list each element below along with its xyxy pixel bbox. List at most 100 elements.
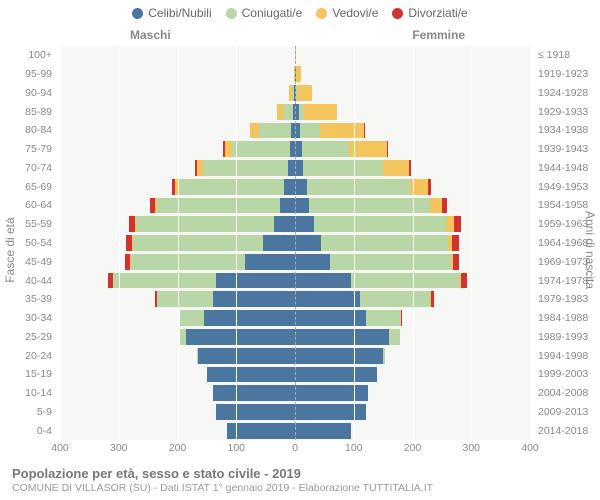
y-tick-age: 0-4 bbox=[37, 425, 52, 436]
bar-segment bbox=[297, 85, 312, 101]
bar-segment bbox=[302, 141, 349, 157]
legend-label: Coniugati/e bbox=[242, 6, 303, 20]
bar-segment bbox=[295, 423, 351, 439]
legend-label: Divorziati/e bbox=[408, 6, 467, 20]
center-line bbox=[295, 46, 296, 440]
x-gridline bbox=[178, 46, 179, 440]
x-gridline bbox=[471, 46, 472, 440]
bar-segment bbox=[303, 160, 382, 176]
plot-bg bbox=[60, 46, 530, 440]
bar-segment bbox=[320, 123, 364, 139]
y-tick-age: 100+ bbox=[28, 50, 52, 61]
bar-segment bbox=[288, 160, 295, 176]
bar-segment bbox=[295, 273, 351, 289]
legend-label: Celibi/Nubili bbox=[148, 6, 211, 20]
bar-segment bbox=[133, 235, 262, 251]
y-tick-age: 70-74 bbox=[25, 163, 52, 174]
bar-segment bbox=[349, 141, 387, 157]
y-tick-birth: 1954-1958 bbox=[538, 200, 588, 211]
bar-segment bbox=[157, 291, 213, 307]
y-tick-age: 65-69 bbox=[25, 181, 52, 192]
bar-segment bbox=[204, 310, 295, 326]
x-gridline bbox=[354, 46, 355, 440]
bar-segment bbox=[428, 179, 431, 195]
bar-segment bbox=[351, 273, 460, 289]
legend-swatch bbox=[132, 8, 143, 19]
y-tick-age: 85-89 bbox=[25, 106, 52, 117]
y-tick-age: 35-39 bbox=[25, 294, 52, 305]
bar-segment bbox=[250, 123, 259, 139]
x-tick-label: 0 bbox=[292, 442, 298, 454]
bar-segment bbox=[295, 179, 307, 195]
x-tick-label: 400 bbox=[521, 442, 539, 454]
legend: Celibi/Nubili Coniugati/e Vedovi/e Divorzia… bbox=[0, 6, 600, 20]
label-female: Femmine bbox=[412, 28, 465, 42]
bar-segment bbox=[300, 123, 321, 139]
y-tick-age: 80-84 bbox=[25, 125, 52, 136]
legend-label: Vedovi/e bbox=[332, 6, 378, 20]
bar-segment bbox=[387, 141, 388, 157]
y-tick-age: 75-79 bbox=[25, 144, 52, 155]
bar-segment bbox=[295, 385, 368, 401]
y-tick-birth: 1939-1943 bbox=[538, 144, 588, 155]
bar-segment bbox=[295, 141, 302, 157]
bar-segment bbox=[227, 423, 295, 439]
bar-segment bbox=[203, 160, 288, 176]
bar-segment bbox=[296, 66, 302, 82]
x-tick-label: 300 bbox=[110, 442, 128, 454]
bar-segment bbox=[295, 160, 303, 176]
x-tick-label: 100 bbox=[227, 442, 245, 454]
y-tick-birth: 2004-2008 bbox=[538, 388, 588, 399]
bar-segment bbox=[442, 198, 447, 214]
y-tick-birth: 1929-1933 bbox=[538, 106, 588, 117]
x-tick-label: 200 bbox=[404, 442, 422, 454]
y-axis-left: 100+95-9990-9485-8980-8475-7970-7465-696… bbox=[0, 46, 56, 440]
y-tick-birth: ≤ 1918 bbox=[538, 50, 570, 61]
chart-title: Popolazione per età, sesso e stato civil… bbox=[12, 466, 590, 481]
bar-segment bbox=[295, 216, 314, 232]
y-tick-birth: 1984-1988 bbox=[538, 313, 588, 324]
y-tick-birth: 1949-1953 bbox=[538, 181, 588, 192]
bar-segment bbox=[295, 348, 383, 364]
x-gridline bbox=[530, 46, 531, 440]
y-tick-age: 30-34 bbox=[25, 313, 52, 324]
bar-segment bbox=[304, 104, 336, 120]
bar-segment bbox=[295, 198, 309, 214]
y-tick-age: 15-19 bbox=[25, 369, 52, 380]
y-tick-age: 95-99 bbox=[25, 69, 52, 80]
y-tick-birth: 2009-2013 bbox=[538, 407, 588, 418]
x-gridline bbox=[413, 46, 414, 440]
y-tick-age: 90-94 bbox=[25, 88, 52, 99]
bar-segment bbox=[383, 348, 385, 364]
bar-segment bbox=[232, 141, 291, 157]
y-tick-age: 40-44 bbox=[25, 275, 52, 286]
legend-swatch bbox=[316, 8, 327, 19]
bar-segment bbox=[314, 216, 446, 232]
bar-segment bbox=[207, 367, 295, 383]
bar-segment bbox=[157, 198, 280, 214]
bar-segment bbox=[401, 310, 402, 326]
legend-item: Vedovi/e bbox=[316, 6, 378, 20]
bar-segment bbox=[454, 216, 461, 232]
chart-area bbox=[60, 46, 530, 440]
y-tick-birth: 1979-1983 bbox=[538, 294, 588, 305]
bar-segment bbox=[179, 179, 285, 195]
legend-swatch bbox=[392, 8, 403, 19]
y-tick-birth: 1934-1938 bbox=[538, 125, 588, 136]
bar-segment bbox=[295, 235, 321, 251]
y-tick-birth: 2014-2018 bbox=[538, 425, 588, 436]
y-tick-birth: 1959-1963 bbox=[538, 219, 588, 230]
bar-segment bbox=[213, 385, 295, 401]
bar-segment bbox=[136, 216, 274, 232]
y-tick-birth: 1999-2003 bbox=[538, 369, 588, 380]
y-tick-age: 45-49 bbox=[25, 257, 52, 268]
label-male: Maschi bbox=[130, 28, 171, 42]
y-tick-birth: 1919-1923 bbox=[538, 69, 588, 80]
bar-segment bbox=[131, 254, 246, 270]
bar-segment bbox=[295, 291, 360, 307]
y-tick-birth: 1964-1968 bbox=[538, 238, 588, 249]
y-tick-age: 5-9 bbox=[37, 407, 52, 418]
bar-segment bbox=[283, 104, 294, 120]
legend-item: Coniugati/e bbox=[226, 6, 303, 20]
x-gridline bbox=[60, 46, 61, 440]
